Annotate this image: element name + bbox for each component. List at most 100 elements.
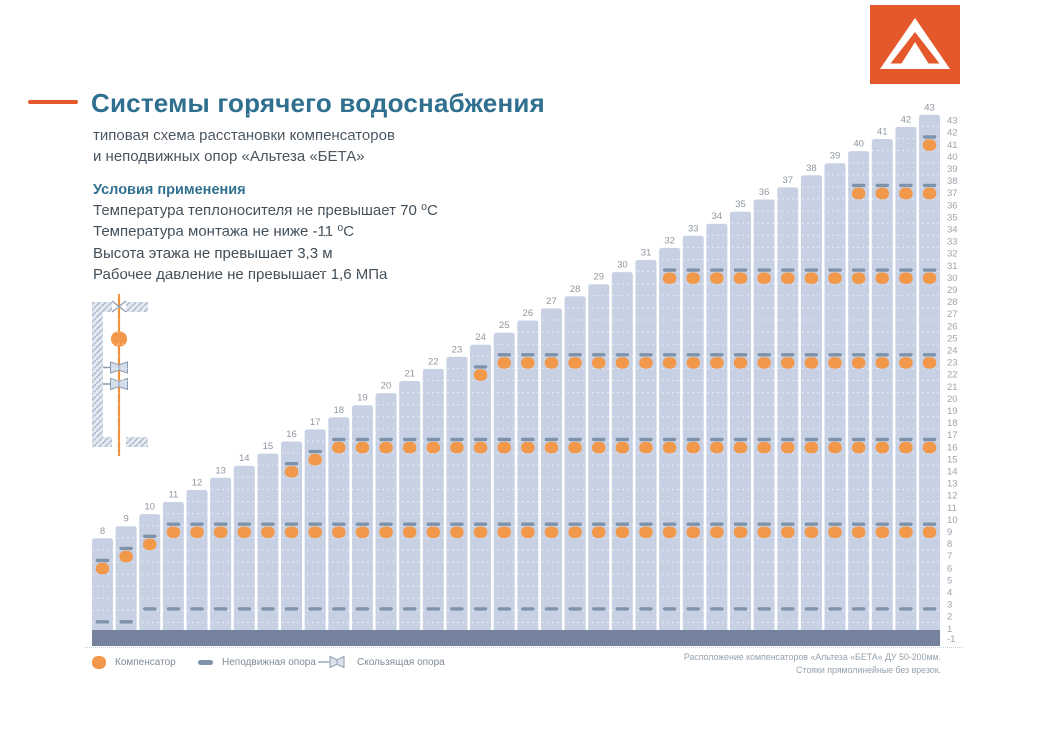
bottom-fixed-support-marker [332, 607, 346, 611]
compensator-marker [686, 357, 700, 369]
compensator-marker [473, 441, 488, 454]
title-accent-dash [28, 100, 78, 104]
fixed-support-marker [710, 522, 724, 526]
floor-axis-label: 18 [947, 418, 958, 429]
compensator-marker [757, 272, 771, 284]
bottom-fixed-support-marker [190, 607, 204, 611]
building-bar [895, 126, 917, 635]
fixed-support-marker [95, 558, 110, 563]
bottom-fixed-support-marker [497, 607, 511, 611]
building-bar [777, 187, 799, 634]
floor-axis-label: 16 [947, 442, 958, 453]
fixed-support-marker [781, 353, 795, 357]
compensator-marker [875, 526, 889, 538]
fixed-support-marker [804, 437, 819, 442]
fixed-support-marker [899, 353, 913, 357]
bar-floor-count-label: 16 [286, 429, 297, 440]
compensator-marker [781, 526, 795, 538]
subtitle-line-2: и неподвижных опор «Альтеза «БЕТА» [93, 147, 365, 165]
compensator-marker [521, 357, 535, 369]
bar-floor-count-label: 19 [357, 393, 368, 404]
compensator-marker [875, 272, 889, 284]
compensator-marker [544, 441, 559, 454]
bar-floor-count-label: 22 [428, 356, 439, 367]
building-bar [351, 405, 373, 634]
fixed-support-marker [402, 437, 417, 442]
compensator-marker [710, 441, 724, 454]
compensator-marker [710, 272, 724, 284]
bar-floor-count-label: 17 [310, 417, 321, 428]
bottom-fixed-support-marker [473, 607, 488, 611]
fixed-support-marker [662, 353, 677, 357]
legend-label: Неподвижная опора [222, 656, 316, 668]
bottom-fixed-support-marker [544, 607, 559, 611]
bar-floor-count-label: 33 [688, 223, 699, 234]
compensator-marker [733, 441, 748, 454]
fixed-support-marker [615, 353, 630, 357]
fixed-support-marker [781, 522, 795, 526]
compensator-marker [615, 526, 630, 538]
floor-axis-label: 38 [947, 176, 958, 187]
footnote-line-1: Расположение компенсаторов «Альтеза «БЕТ… [683, 652, 941, 662]
compensator-marker [261, 526, 275, 538]
conditions-heading: Условия применения [93, 182, 246, 198]
fixed-support-marker [473, 522, 488, 526]
fixed-support-marker [875, 353, 890, 357]
fixed-support-marker [851, 353, 866, 357]
building-bar [162, 502, 184, 634]
building-bar [257, 453, 279, 634]
building-bar [564, 296, 586, 634]
bottom-fixed-support-marker [639, 607, 653, 611]
compensator-marker [308, 526, 322, 538]
compensator-marker [757, 526, 771, 538]
fixed-support-marker [851, 522, 866, 526]
compensator-marker [402, 441, 417, 454]
bar-floor-count-label: 42 [901, 114, 912, 125]
floor-axis-label: 34 [947, 225, 958, 236]
compensator-marker [119, 550, 133, 563]
compensator-marker [379, 526, 393, 538]
compensator-marker [899, 272, 913, 284]
building-bar [115, 526, 137, 634]
bottom-fixed-support-marker [402, 607, 417, 611]
fixed-support-marker [710, 268, 724, 272]
conditions-list: Температура теплоносителя не превышает 7… [93, 200, 438, 286]
fixed-support-marker [615, 522, 630, 526]
fixed-support-marker [662, 522, 677, 526]
sliding-support-icon [318, 655, 345, 669]
floor-axis-label: 12 [947, 491, 958, 502]
bottom-fixed-support-marker [261, 607, 275, 611]
compensator-marker [899, 526, 913, 538]
bottom-fixed-support-marker [710, 607, 724, 611]
bottom-fixed-support-marker [426, 607, 441, 611]
compensator-marker [757, 441, 771, 454]
mountain-logo-icon [880, 18, 950, 69]
fixed-support-marker [261, 522, 275, 526]
floor-axis-label: 5 [947, 575, 952, 586]
fixed-support-marker [213, 522, 228, 526]
floor-axis-label: 6 [947, 563, 952, 574]
compensator-marker [450, 526, 464, 538]
floor-axis-label: 32 [947, 249, 958, 260]
footnote-line-2: Стояки прямолинейные без врезок. [796, 664, 941, 675]
fixed-support-marker [591, 437, 606, 442]
alteza-logo [870, 5, 960, 84]
fixed-support-marker [922, 522, 937, 526]
compensator-marker [615, 441, 630, 454]
fixed-support-marker [426, 522, 441, 526]
bottom-fixed-support-marker [213, 607, 228, 611]
bar-floor-count-label: 21 [404, 369, 415, 380]
floor-axis-label: 36 [947, 200, 958, 211]
bar-floor-count-label: 15 [263, 441, 274, 452]
fixed-support-marker [899, 437, 913, 442]
floor-axis-label: 19 [947, 406, 958, 417]
bar-floor-count-label: 34 [712, 211, 723, 222]
bar-floor-count-label: 9 [123, 514, 128, 525]
floor-axis-label: 30 [947, 273, 958, 284]
legend-label: Компенсатор [115, 656, 176, 668]
bottom-fixed-support-marker [781, 607, 795, 611]
compensator-marker [733, 526, 748, 538]
fixed-support-marker [757, 522, 771, 526]
compensator-marker [686, 272, 700, 284]
compensator-marker [568, 357, 582, 369]
